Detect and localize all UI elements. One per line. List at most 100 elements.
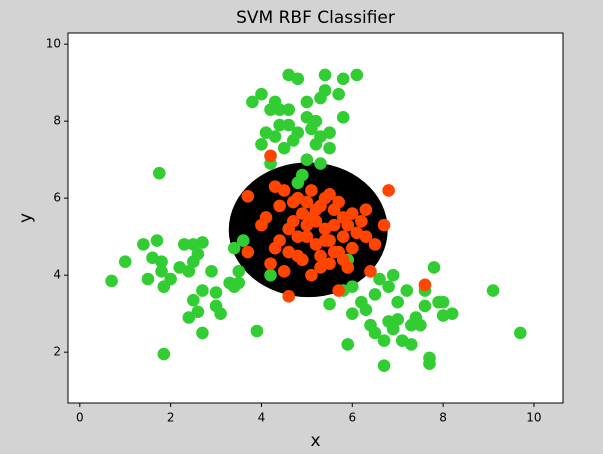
scatter-point <box>232 276 246 290</box>
scatter-point <box>314 249 327 263</box>
scatter-point <box>327 218 341 232</box>
scatter-point <box>264 149 277 163</box>
y-tick-label: 2 <box>53 345 61 359</box>
scatter-point <box>300 230 314 243</box>
scatter-point <box>255 137 268 151</box>
scatter-point <box>150 234 164 247</box>
scatter-point <box>314 261 327 274</box>
scatter-point <box>386 268 400 282</box>
scatter-point <box>300 195 314 209</box>
scatter-point <box>305 122 318 136</box>
scatter-point <box>282 118 296 132</box>
scatter-point <box>137 238 150 251</box>
scatter-point <box>336 111 350 124</box>
scatter-point <box>359 303 373 317</box>
scatter-point <box>227 241 241 255</box>
scatter-point <box>268 130 282 143</box>
y-tick-label: 6 <box>53 191 61 205</box>
scatter-point <box>277 265 291 278</box>
scatter-point <box>377 218 391 232</box>
scatter-point <box>336 230 350 243</box>
scatter-point <box>332 87 345 101</box>
scatter-point <box>300 95 314 109</box>
scatter-point <box>282 290 296 303</box>
scatter-point <box>286 214 300 228</box>
scatter-point <box>323 141 336 155</box>
scatter-point <box>291 230 305 243</box>
scatter-point <box>191 247 205 261</box>
scatter-point <box>323 126 336 140</box>
scatter-point <box>345 307 359 320</box>
y-tick-label: 4 <box>53 268 61 282</box>
scatter-point <box>241 189 255 203</box>
x-tick-label: 2 <box>167 411 175 425</box>
scatter-point <box>277 141 291 155</box>
scatter-point <box>264 268 277 282</box>
scatter-point <box>232 265 246 278</box>
scatter-point <box>105 274 118 288</box>
plot-layer <box>105 68 527 372</box>
scatter-point <box>486 284 500 297</box>
scatter-point <box>196 284 209 297</box>
scatter-point <box>141 272 155 286</box>
scatter-point <box>282 103 296 116</box>
scatter-point <box>209 286 223 299</box>
scatter-point <box>309 137 323 151</box>
scatter-point <box>273 118 286 132</box>
scatter-point <box>177 238 191 251</box>
scatter-point <box>391 313 404 326</box>
y-tick-label: 10 <box>46 37 61 51</box>
scatter-point <box>345 280 359 294</box>
scatter-point <box>341 218 355 232</box>
scatter-point <box>305 268 318 282</box>
scatter-point <box>368 326 382 340</box>
scatter-point <box>205 265 218 278</box>
scatter-point <box>191 305 205 319</box>
scatter-point <box>196 326 209 340</box>
axes-frame <box>67 32 564 404</box>
scatter-point <box>345 241 359 255</box>
scatter-point <box>355 214 368 228</box>
x-tick-label: 0 <box>76 411 84 425</box>
scatter-point <box>291 72 305 86</box>
x-axis-label: x <box>310 431 320 451</box>
y-tick-label: 8 <box>53 114 61 128</box>
scatter-point <box>368 288 382 301</box>
x-tick-label: 6 <box>348 411 356 425</box>
scatter-point <box>187 293 200 307</box>
scatter-point <box>427 261 441 274</box>
scatter-point <box>268 241 282 255</box>
scatter-point <box>196 236 209 249</box>
scatter-point <box>445 307 459 320</box>
scatter-point <box>382 184 395 197</box>
scatter-point <box>164 272 177 286</box>
x-tick-label: 10 <box>526 411 541 425</box>
scatter-point <box>436 295 450 309</box>
y-axis-label: y <box>16 213 36 223</box>
scatter-point <box>414 318 427 332</box>
scatter-point <box>273 103 286 116</box>
scatter-point <box>359 203 373 217</box>
scatter-point <box>318 68 332 82</box>
scatter-point <box>377 359 391 372</box>
scatter-point <box>314 157 327 170</box>
scatter-point <box>182 265 196 278</box>
scatter-point <box>209 299 223 313</box>
x-tick-label: 4 <box>258 411 266 425</box>
scatter-point <box>364 265 377 278</box>
scatter-point <box>377 334 391 347</box>
scatter-point <box>336 253 350 267</box>
scatter-point <box>250 324 264 338</box>
scatter-point <box>345 207 359 220</box>
scatter-point <box>155 265 168 278</box>
scatter-point <box>300 153 314 166</box>
scatter-point <box>296 253 309 267</box>
scatter-point <box>368 238 382 251</box>
scatter-point <box>514 326 527 340</box>
scatter-point <box>152 166 166 180</box>
scatter-point <box>277 184 291 197</box>
scatter-point <box>157 347 171 361</box>
scatter-point <box>259 211 273 224</box>
scatter-point <box>305 211 318 224</box>
